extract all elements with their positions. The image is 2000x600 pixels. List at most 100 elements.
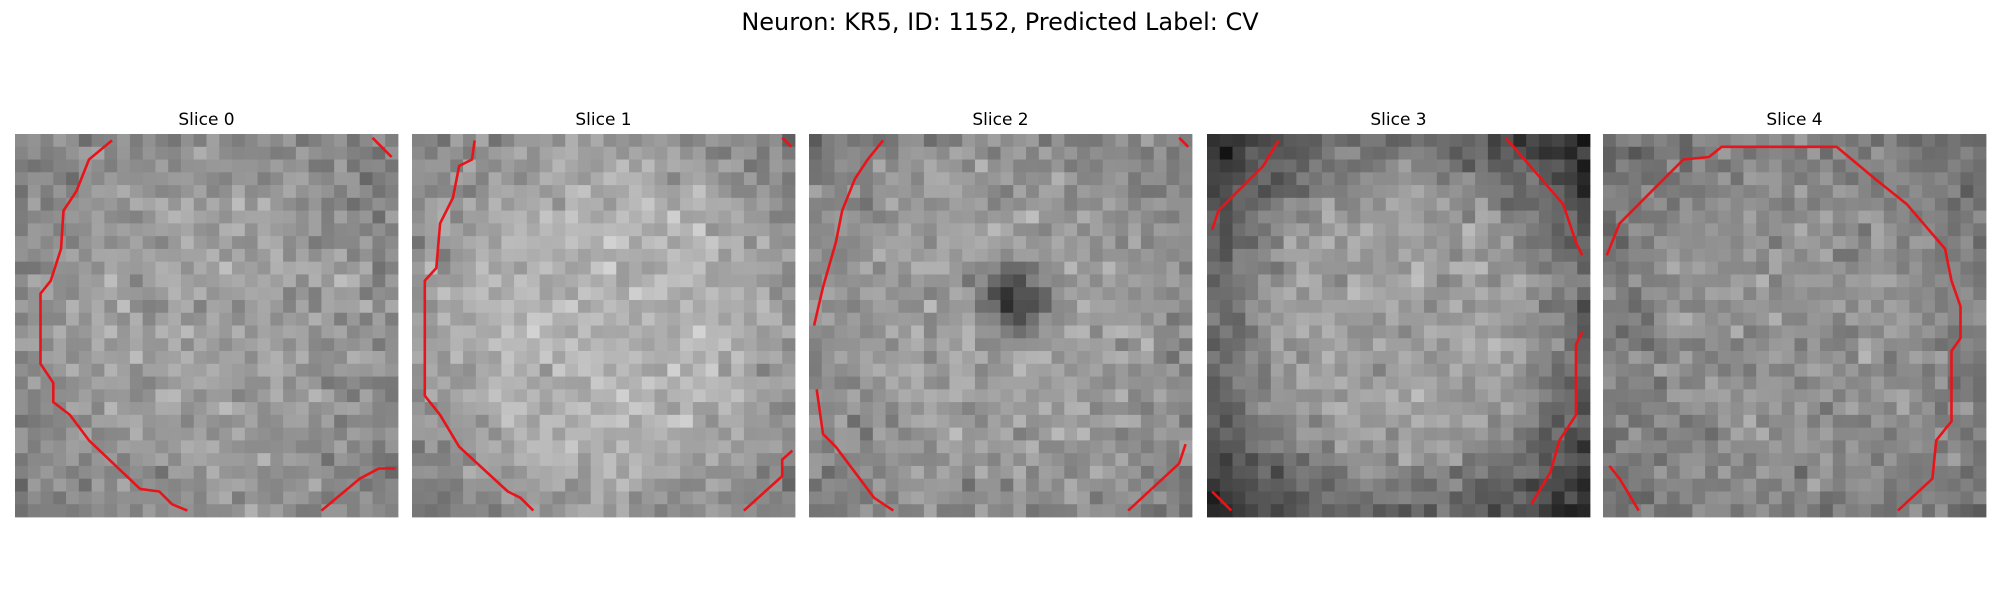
pixel bbox=[1538, 159, 1553, 173]
pixel bbox=[1424, 210, 1438, 224]
pixel bbox=[308, 261, 322, 275]
pixel bbox=[1666, 465, 1680, 480]
pixel bbox=[1743, 338, 1757, 352]
pixel bbox=[949, 223, 963, 237]
pixel bbox=[1564, 172, 1578, 186]
pixel bbox=[180, 299, 195, 314]
pixel bbox=[1064, 402, 1078, 416]
pixel bbox=[1845, 338, 1859, 352]
pixel bbox=[1679, 376, 1693, 390]
pixel bbox=[1321, 504, 1336, 518]
pixel bbox=[782, 210, 796, 224]
pixel bbox=[40, 325, 54, 339]
pixel bbox=[1245, 274, 1259, 288]
pixel bbox=[590, 146, 604, 160]
pixel bbox=[872, 197, 886, 211]
pixel bbox=[565, 453, 579, 467]
pixel bbox=[308, 363, 322, 377]
pixel bbox=[104, 402, 118, 416]
pixel bbox=[705, 465, 719, 480]
pixel bbox=[1296, 363, 1310, 377]
pixel bbox=[1283, 134, 1297, 148]
pixel bbox=[142, 261, 156, 275]
pixel bbox=[1385, 478, 1399, 492]
pixel bbox=[1347, 159, 1361, 173]
pixel bbox=[1743, 236, 1757, 250]
pixel bbox=[346, 134, 361, 148]
pixel bbox=[1717, 440, 1732, 454]
pixel bbox=[1013, 338, 1027, 352]
pixel bbox=[756, 197, 770, 211]
pixel bbox=[1436, 210, 1450, 224]
pixel bbox=[1538, 274, 1553, 288]
pixel bbox=[244, 427, 258, 441]
pixel bbox=[155, 312, 169, 326]
pixel bbox=[1207, 261, 1221, 275]
pixel bbox=[1526, 197, 1540, 211]
pixel bbox=[1153, 274, 1167, 288]
pixel bbox=[641, 210, 655, 224]
pixel bbox=[193, 351, 207, 365]
pixel bbox=[501, 402, 515, 416]
pixel bbox=[1372, 389, 1387, 403]
pixel bbox=[1922, 453, 1936, 467]
pixel bbox=[91, 299, 105, 314]
pixel bbox=[911, 274, 925, 288]
pixel bbox=[155, 402, 169, 416]
pixel bbox=[705, 134, 719, 148]
pixel bbox=[962, 478, 976, 492]
pixel bbox=[1654, 134, 1668, 148]
pixel bbox=[129, 134, 144, 148]
pixel bbox=[1513, 223, 1527, 237]
pixel bbox=[654, 197, 668, 211]
pixel bbox=[1089, 389, 1104, 403]
pixel bbox=[1128, 146, 1142, 160]
pixel bbox=[53, 376, 67, 390]
pixel bbox=[168, 236, 182, 250]
pixel bbox=[743, 427, 758, 441]
pixel bbox=[334, 134, 348, 148]
pixel bbox=[1500, 210, 1514, 224]
pixel bbox=[1934, 172, 1949, 186]
pixel bbox=[743, 453, 758, 467]
pixel bbox=[1615, 312, 1629, 326]
pixel bbox=[1385, 274, 1399, 288]
pixel bbox=[232, 351, 246, 365]
pixel bbox=[488, 210, 502, 224]
pixel bbox=[1296, 134, 1310, 148]
pixel bbox=[616, 146, 630, 160]
pixel bbox=[1309, 389, 1323, 403]
pixel bbox=[1794, 210, 1808, 224]
pixel bbox=[1013, 363, 1027, 377]
pixel bbox=[1398, 236, 1412, 250]
pixel bbox=[1973, 440, 1987, 454]
pixel bbox=[552, 504, 566, 518]
pixel bbox=[860, 325, 874, 339]
pixel bbox=[705, 261, 719, 275]
pixel bbox=[1179, 248, 1193, 263]
pixel bbox=[654, 478, 668, 492]
pixel bbox=[1436, 478, 1450, 492]
pixel bbox=[1756, 427, 1770, 441]
pixel bbox=[936, 159, 950, 173]
pixel bbox=[1475, 248, 1489, 263]
pixel bbox=[321, 223, 335, 237]
pixel bbox=[1768, 427, 1783, 441]
pixel bbox=[1628, 134, 1642, 148]
pixel bbox=[1064, 210, 1078, 224]
pixel bbox=[1372, 185, 1387, 199]
pixel bbox=[1641, 223, 1655, 237]
pixel bbox=[743, 134, 758, 148]
pixel bbox=[885, 402, 899, 416]
pixel bbox=[1270, 376, 1284, 390]
pixel bbox=[1258, 504, 1272, 518]
pixel bbox=[1179, 299, 1193, 314]
pixel bbox=[1398, 504, 1412, 518]
pixel bbox=[1245, 197, 1259, 211]
pixel bbox=[1526, 236, 1540, 250]
pixel bbox=[295, 504, 310, 518]
pixel bbox=[1654, 274, 1668, 288]
pixel bbox=[1538, 402, 1553, 416]
pixel bbox=[565, 325, 579, 339]
pixel bbox=[987, 197, 1001, 211]
